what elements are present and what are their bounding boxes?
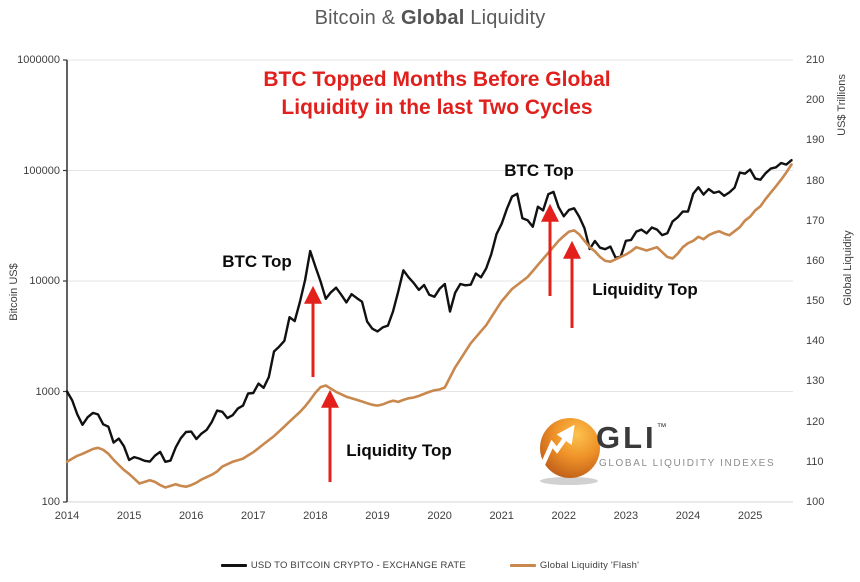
legend-label-btc: USD TO BITCOIN CRYPTO - EXCHANGE RATE — [250, 560, 466, 571]
headline-line1: BTC Topped Months Before Global — [263, 68, 611, 91]
legend-item-btc: USD TO BITCOIN CRYPTO - EXCHANGE RATE — [220, 560, 466, 571]
right-axis-tick-label: 150 — [806, 295, 825, 308]
x-axis-tick-label: 2025 — [737, 510, 763, 522]
x-axis-tick-label: 2019 — [365, 510, 390, 522]
gli-logo-name: GLI™ — [596, 420, 667, 456]
legend-swatch-liquidity — [509, 564, 536, 567]
x-axis-tick-label: 2021 — [489, 510, 514, 522]
left-axis-tick-label: 1000000 — [17, 54, 60, 66]
page-title-bold: Global — [401, 7, 465, 29]
x-axis-tick-label: 2020 — [427, 510, 452, 522]
x-axis-tick-label: 2018 — [303, 510, 328, 522]
legend-swatch-btc — [220, 564, 247, 567]
x-axis-tick-label: 2014 — [54, 510, 80, 522]
annotation-liquidity-top-2018: Liquidity Top — [346, 441, 452, 460]
right-axis-tick-label: 140 — [806, 335, 825, 348]
right-axis-tick-label: 120 — [806, 415, 825, 428]
right-axis-tick-label: 110 — [806, 455, 824, 468]
gli-logo-text: GLI — [596, 420, 657, 455]
headline: BTC Topped Months Before Global Liquidit… — [90, 66, 784, 122]
page-title: Bitcoin & Global Liquidity — [0, 7, 860, 30]
annotation-liquidity-top-2022: Liquidity Top — [592, 280, 698, 299]
x-axis-tick-label: 2022 — [551, 510, 577, 522]
left-axis-title: Bitcoin US$ — [8, 263, 20, 321]
logo-trend-arrow — [540, 424, 575, 465]
gli-logo-subtitle: GLOBAL LIQUIDITY INDEXES — [599, 458, 776, 469]
logo-shadow — [540, 477, 598, 485]
series-lines — [65, 158, 793, 489]
legend-item-liquidity: Global Liquidity 'Flash' — [509, 560, 640, 571]
x-axis-tick-label: 2023 — [613, 510, 639, 522]
right-axis-title-top: US$ Trillions — [836, 74, 848, 136]
page-title-suffix: Liquidity — [464, 7, 546, 29]
x-axis-tick-label: 2024 — [675, 510, 701, 522]
headline-line2: Liquidity in the last Two Cycles — [281, 96, 593, 119]
left-axis-tick-label: 100 — [41, 496, 60, 508]
left-axis-tick-label: 10000 — [29, 275, 60, 287]
btc-line — [65, 158, 793, 463]
gli-logo-graphic — [540, 418, 600, 485]
annotation-arrows — [304, 203, 581, 482]
global-liquidity-line — [65, 163, 793, 489]
legend-label-liquidity: Global Liquidity 'Flash' — [539, 560, 640, 571]
legend: USD TO BITCOIN CRYPTO - EXCHANGE RATE Gl… — [0, 560, 860, 571]
right-axis-tick-label: 160 — [806, 254, 825, 267]
annotation-btc-top-2021: BTC Top — [504, 161, 574, 180]
x-axis-tick-label: 2017 — [241, 510, 266, 522]
right-axis-tick-label: 100 — [806, 496, 825, 508]
gli-logo-sphere — [540, 418, 600, 478]
gli-trademark: ™ — [656, 422, 667, 433]
left-axis-tick-label: 1000 — [35, 385, 60, 398]
x-axis-tick-label: 2016 — [178, 510, 204, 522]
page-title-prefix: Bitcoin & — [314, 7, 402, 29]
right-axis-title-mid: Global Liquidity — [842, 230, 854, 306]
right-axis-tick-label: 210 — [806, 54, 825, 66]
right-axis-tick-label: 130 — [806, 375, 825, 388]
right-axis-tick-label: 200 — [806, 94, 825, 107]
x-axis-tick-label: 2015 — [116, 510, 142, 522]
right-axis-tick-label: 190 — [806, 134, 825, 147]
right-axis-tick-label: 170 — [806, 214, 825, 227]
axes — [63, 59, 68, 503]
gridlines — [67, 59, 793, 503]
left-axis-tick-label: 100000 — [23, 164, 60, 177]
right-axis-tick-label: 180 — [806, 174, 825, 187]
annotation-btc-top-2018: BTC Top — [222, 252, 292, 271]
